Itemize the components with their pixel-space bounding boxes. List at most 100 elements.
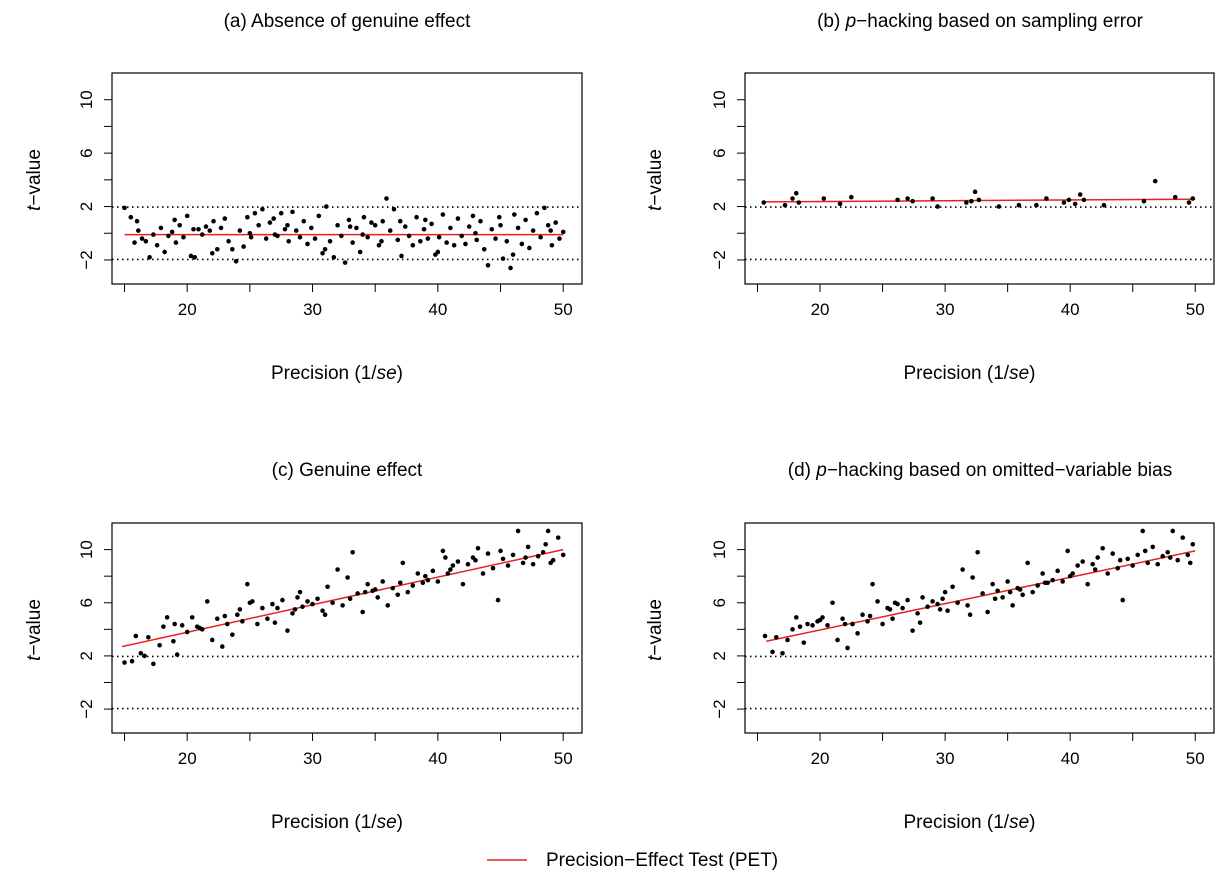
data-point	[327, 238, 333, 244]
plot-frame	[111, 72, 583, 285]
data-point	[372, 587, 378, 592]
data-point	[508, 265, 513, 271]
y-tick-label: −2	[77, 250, 96, 269]
data-point	[142, 653, 147, 659]
x-axis-label: Precision (1/se)	[271, 363, 403, 384]
data-point	[350, 549, 355, 555]
data-point	[400, 560, 406, 566]
data-point	[293, 228, 299, 233]
data-point	[970, 575, 975, 580]
data-point	[474, 237, 480, 243]
data-point	[1034, 202, 1039, 208]
data-point	[945, 608, 950, 614]
data-point	[465, 561, 471, 567]
data-point	[174, 652, 180, 657]
data-point	[964, 200, 969, 205]
data-point	[451, 242, 457, 248]
y-tick-label: −2	[77, 699, 96, 718]
data-point	[435, 579, 441, 584]
data-point	[415, 571, 421, 576]
data-point	[1180, 535, 1186, 540]
data-point	[880, 621, 885, 627]
data-point	[316, 213, 322, 219]
data-point	[500, 556, 506, 562]
data-point	[136, 228, 141, 233]
x-axis-label-part: )	[1029, 363, 1035, 384]
data-point	[448, 225, 453, 231]
data-point	[301, 218, 307, 224]
data-point	[935, 204, 940, 209]
data-point	[230, 632, 235, 637]
x-tick-label: 40	[428, 749, 447, 768]
data-point	[444, 240, 449, 245]
data-point	[1066, 197, 1072, 203]
panel-title: (a) Absence of genuine effect	[224, 11, 472, 32]
data-point	[345, 575, 350, 580]
data-point	[211, 218, 216, 224]
data-point	[1130, 563, 1136, 568]
data-point	[280, 597, 285, 603]
data-point	[470, 213, 476, 219]
data-point	[825, 623, 830, 628]
data-point	[1165, 549, 1171, 555]
data-point	[1160, 553, 1166, 559]
data-point	[357, 249, 363, 255]
data-point	[282, 226, 288, 232]
data-point	[151, 661, 156, 667]
data-point	[164, 615, 170, 620]
data-point	[510, 252, 516, 257]
x-tick-label: 50	[554, 749, 573, 768]
data-point	[821, 196, 827, 201]
data-point	[1190, 541, 1196, 547]
panel-c: 20 30 40 50 −2 2 6 10 (c) Genuine effect Precisio…	[24, 460, 583, 833]
data-point	[1060, 579, 1065, 584]
data-point	[505, 563, 511, 568]
x-axis-label-part: Precision (1/	[903, 363, 1009, 384]
data-point	[1061, 200, 1067, 205]
data-point	[797, 624, 803, 629]
y-axis-label: t−value	[24, 149, 45, 211]
data-point	[761, 200, 767, 205]
data-point	[1092, 567, 1098, 572]
data-point	[1170, 528, 1176, 534]
data-point	[810, 623, 815, 628]
data-point	[233, 258, 239, 264]
y-axis-label: t−value	[24, 599, 45, 661]
data-point	[410, 242, 416, 248]
data-point	[339, 233, 344, 239]
data-point	[965, 603, 970, 608]
data-point	[1081, 197, 1087, 203]
points	[122, 196, 566, 271]
data-point	[290, 209, 295, 215]
data-point	[365, 234, 370, 240]
data-point	[265, 616, 270, 621]
pet-fit-line	[766, 550, 1196, 643]
data-point	[240, 619, 245, 624]
data-point	[397, 218, 403, 224]
data-point	[910, 628, 915, 633]
data-point	[320, 250, 325, 256]
data-point	[1055, 568, 1060, 574]
y-tick-label: 6	[710, 148, 729, 157]
data-point	[207, 228, 213, 233]
data-point	[525, 544, 531, 550]
data-point	[548, 560, 553, 566]
data-point	[782, 202, 788, 208]
data-point	[272, 620, 278, 625]
panel-title-part: p	[845, 11, 857, 32]
data-point	[330, 600, 335, 606]
data-point	[790, 627, 795, 632]
data-point	[940, 596, 945, 602]
data-point	[895, 197, 900, 203]
data-point	[817, 617, 823, 623]
data-point	[890, 616, 895, 621]
data-point	[920, 595, 925, 600]
data-point	[850, 621, 855, 627]
data-point	[992, 596, 998, 602]
data-point	[222, 216, 228, 221]
x-tick-label: 40	[1061, 300, 1080, 319]
data-point	[292, 607, 298, 612]
data-point	[455, 559, 461, 564]
data-point	[849, 194, 854, 200]
data-point	[423, 573, 428, 579]
